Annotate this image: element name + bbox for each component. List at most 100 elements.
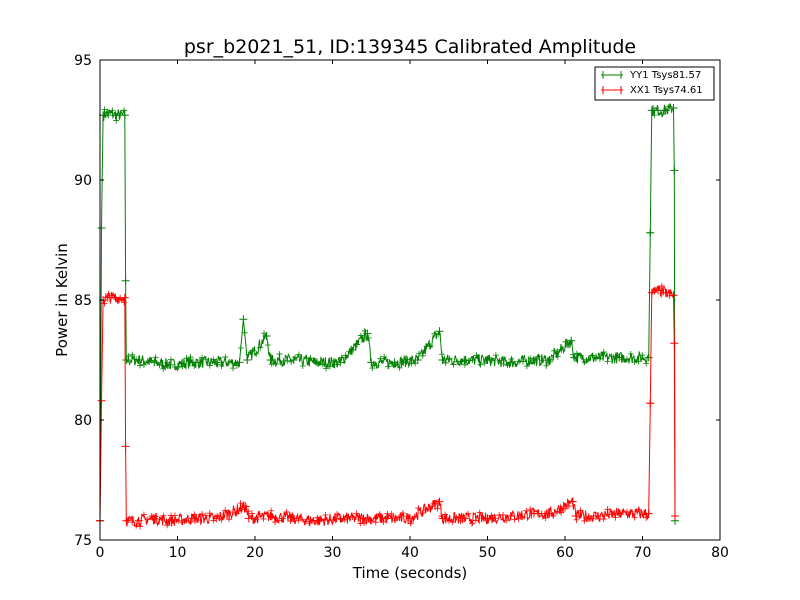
sample-marker (357, 520, 364, 527)
sample-marker (218, 516, 225, 523)
sample-marker (411, 513, 418, 520)
x-tick-label: 40 (401, 545, 419, 561)
sample-marker (144, 358, 151, 365)
sample-marker (175, 364, 182, 371)
sample-marker (279, 515, 286, 522)
sample-marker (570, 351, 577, 358)
sample-marker (264, 342, 271, 349)
sample-marker (191, 511, 198, 518)
sample-marker (306, 520, 313, 527)
sample-marker (496, 357, 503, 364)
sample-marker (229, 509, 236, 516)
sample-marker (465, 357, 472, 364)
data-point-marker (435, 497, 444, 506)
sample-marker (372, 519, 379, 526)
sample-marker (492, 352, 499, 359)
sample-marker (569, 498, 576, 505)
data-point-marker (644, 353, 653, 362)
sample-marker (148, 513, 155, 520)
sample-marker (558, 509, 565, 516)
sample-marker (465, 510, 472, 517)
sample-marker (438, 513, 445, 520)
sample-marker (140, 361, 147, 368)
sample-marker (627, 350, 634, 357)
x-tick-label: 80 (711, 545, 729, 561)
sample-marker (288, 358, 295, 365)
sample-marker (191, 362, 198, 369)
x-tick-label: 70 (634, 545, 652, 561)
sample-marker (380, 518, 387, 525)
sample-marker (233, 510, 240, 517)
sample-marker (284, 357, 291, 364)
sample-marker (341, 516, 348, 523)
sample-marker (303, 518, 310, 525)
sample-marker (481, 360, 488, 367)
sample-marker (129, 519, 136, 526)
x-tick-label: 0 (96, 545, 105, 561)
sample-marker (449, 519, 456, 526)
sample-marker (195, 359, 202, 366)
data-point-marker (235, 358, 244, 367)
sample-marker (477, 361, 484, 368)
sample-marker (164, 359, 171, 366)
sample-marker (423, 506, 430, 513)
sample-marker (137, 362, 144, 369)
series-1 (96, 282, 680, 530)
data-point-marker (506, 358, 515, 367)
sample-marker (133, 356, 140, 363)
sample-marker (500, 360, 507, 367)
sample-marker (179, 519, 186, 526)
data-point-marker (121, 276, 130, 285)
y-tick-label: 85 (74, 293, 92, 309)
sample-marker (431, 330, 438, 337)
series-0 (96, 103, 680, 525)
sample-marker (608, 511, 615, 518)
sample-marker (253, 350, 260, 357)
sample-marker (596, 355, 603, 362)
sample-marker (469, 357, 476, 364)
sample-marker (268, 507, 275, 514)
sample-marker (585, 356, 592, 363)
legend: YY1 Tsys81.57 XX1 Tsys74.61 (594, 66, 715, 101)
sample-marker (337, 516, 344, 523)
sample-marker (534, 510, 541, 517)
sample-marker (315, 360, 322, 367)
sample-marker (612, 514, 619, 521)
sample-marker (330, 357, 337, 364)
sample-marker (264, 510, 271, 517)
data-point-marker (670, 339, 679, 348)
sample-marker (256, 510, 263, 517)
sample-marker (249, 347, 256, 354)
sample-marker (168, 356, 175, 363)
axes-frame (99, 59, 721, 541)
sample-marker (392, 361, 399, 368)
data-point-marker (367, 358, 376, 367)
sample-marker (365, 334, 372, 341)
sample-marker (381, 353, 388, 360)
sample-marker (562, 505, 568, 512)
sample-marker (361, 519, 368, 526)
sample-marker (101, 300, 108, 307)
sample-marker (117, 112, 124, 119)
x-axis-label: Time (seconds) (352, 564, 468, 582)
data-point-marker (165, 516, 174, 525)
sample-marker (620, 509, 627, 516)
sample-marker (400, 359, 407, 366)
sample-marker (214, 361, 221, 368)
sample-marker (222, 507, 229, 514)
sample-marker (187, 518, 194, 525)
sample-marker (195, 517, 202, 524)
sample-marker (210, 517, 217, 524)
sample-marker (137, 523, 144, 530)
sample-marker (171, 512, 178, 519)
series-line (99, 285, 676, 528)
data-point-marker (570, 353, 579, 362)
data-point-marker (336, 514, 345, 523)
sample-marker (210, 356, 217, 363)
sample-marker (616, 510, 623, 517)
sample-marker (515, 515, 522, 522)
x-tick-label: 30 (324, 545, 342, 561)
sample-marker (461, 361, 468, 368)
sample-marker (458, 358, 465, 365)
